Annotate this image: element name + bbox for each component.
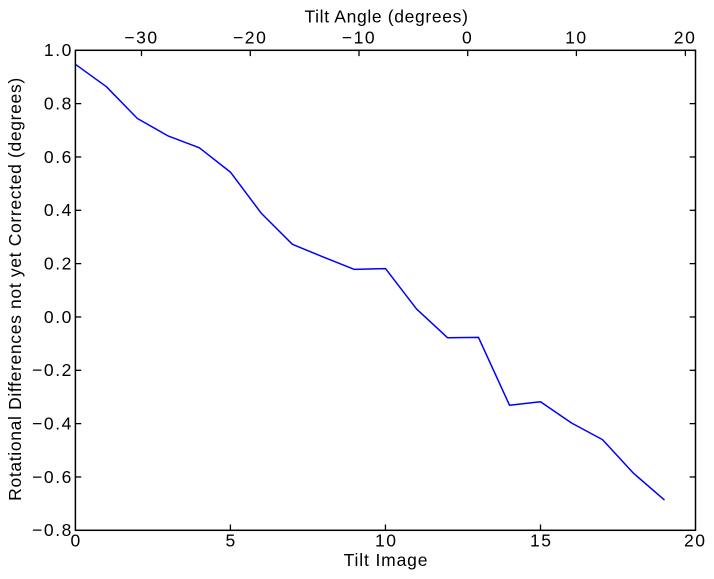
svg-text:−0.8: −0.8 xyxy=(32,520,73,540)
svg-text:−0.6: −0.6 xyxy=(32,467,73,487)
svg-text:0.2: 0.2 xyxy=(44,254,73,274)
svg-text:0.4: 0.4 xyxy=(44,200,73,220)
svg-text:20: 20 xyxy=(674,28,697,48)
svg-text:20: 20 xyxy=(684,530,707,550)
svg-text:Tilt Angle (degrees): Tilt Angle (degrees) xyxy=(304,7,468,27)
svg-text:10: 10 xyxy=(565,28,588,48)
svg-text:5: 5 xyxy=(226,530,237,550)
svg-text:10: 10 xyxy=(375,530,398,550)
svg-text:Rotational Differences not yet: Rotational Differences not yet Corrected… xyxy=(5,77,25,501)
svg-text:−20: −20 xyxy=(233,28,268,48)
svg-text:0.8: 0.8 xyxy=(44,94,73,114)
svg-text:0.0: 0.0 xyxy=(44,307,73,327)
svg-text:−30: −30 xyxy=(124,28,159,48)
svg-text:0.6: 0.6 xyxy=(44,147,73,167)
svg-text:Tilt Image: Tilt Image xyxy=(344,550,429,570)
svg-text:−10: −10 xyxy=(342,28,377,48)
svg-text:0: 0 xyxy=(71,530,82,550)
svg-text:−0.2: −0.2 xyxy=(32,360,73,380)
svg-text:−0.4: −0.4 xyxy=(32,414,73,434)
svg-text:15: 15 xyxy=(530,530,553,550)
svg-text:0: 0 xyxy=(462,28,473,48)
svg-text:1.0: 1.0 xyxy=(44,40,73,60)
